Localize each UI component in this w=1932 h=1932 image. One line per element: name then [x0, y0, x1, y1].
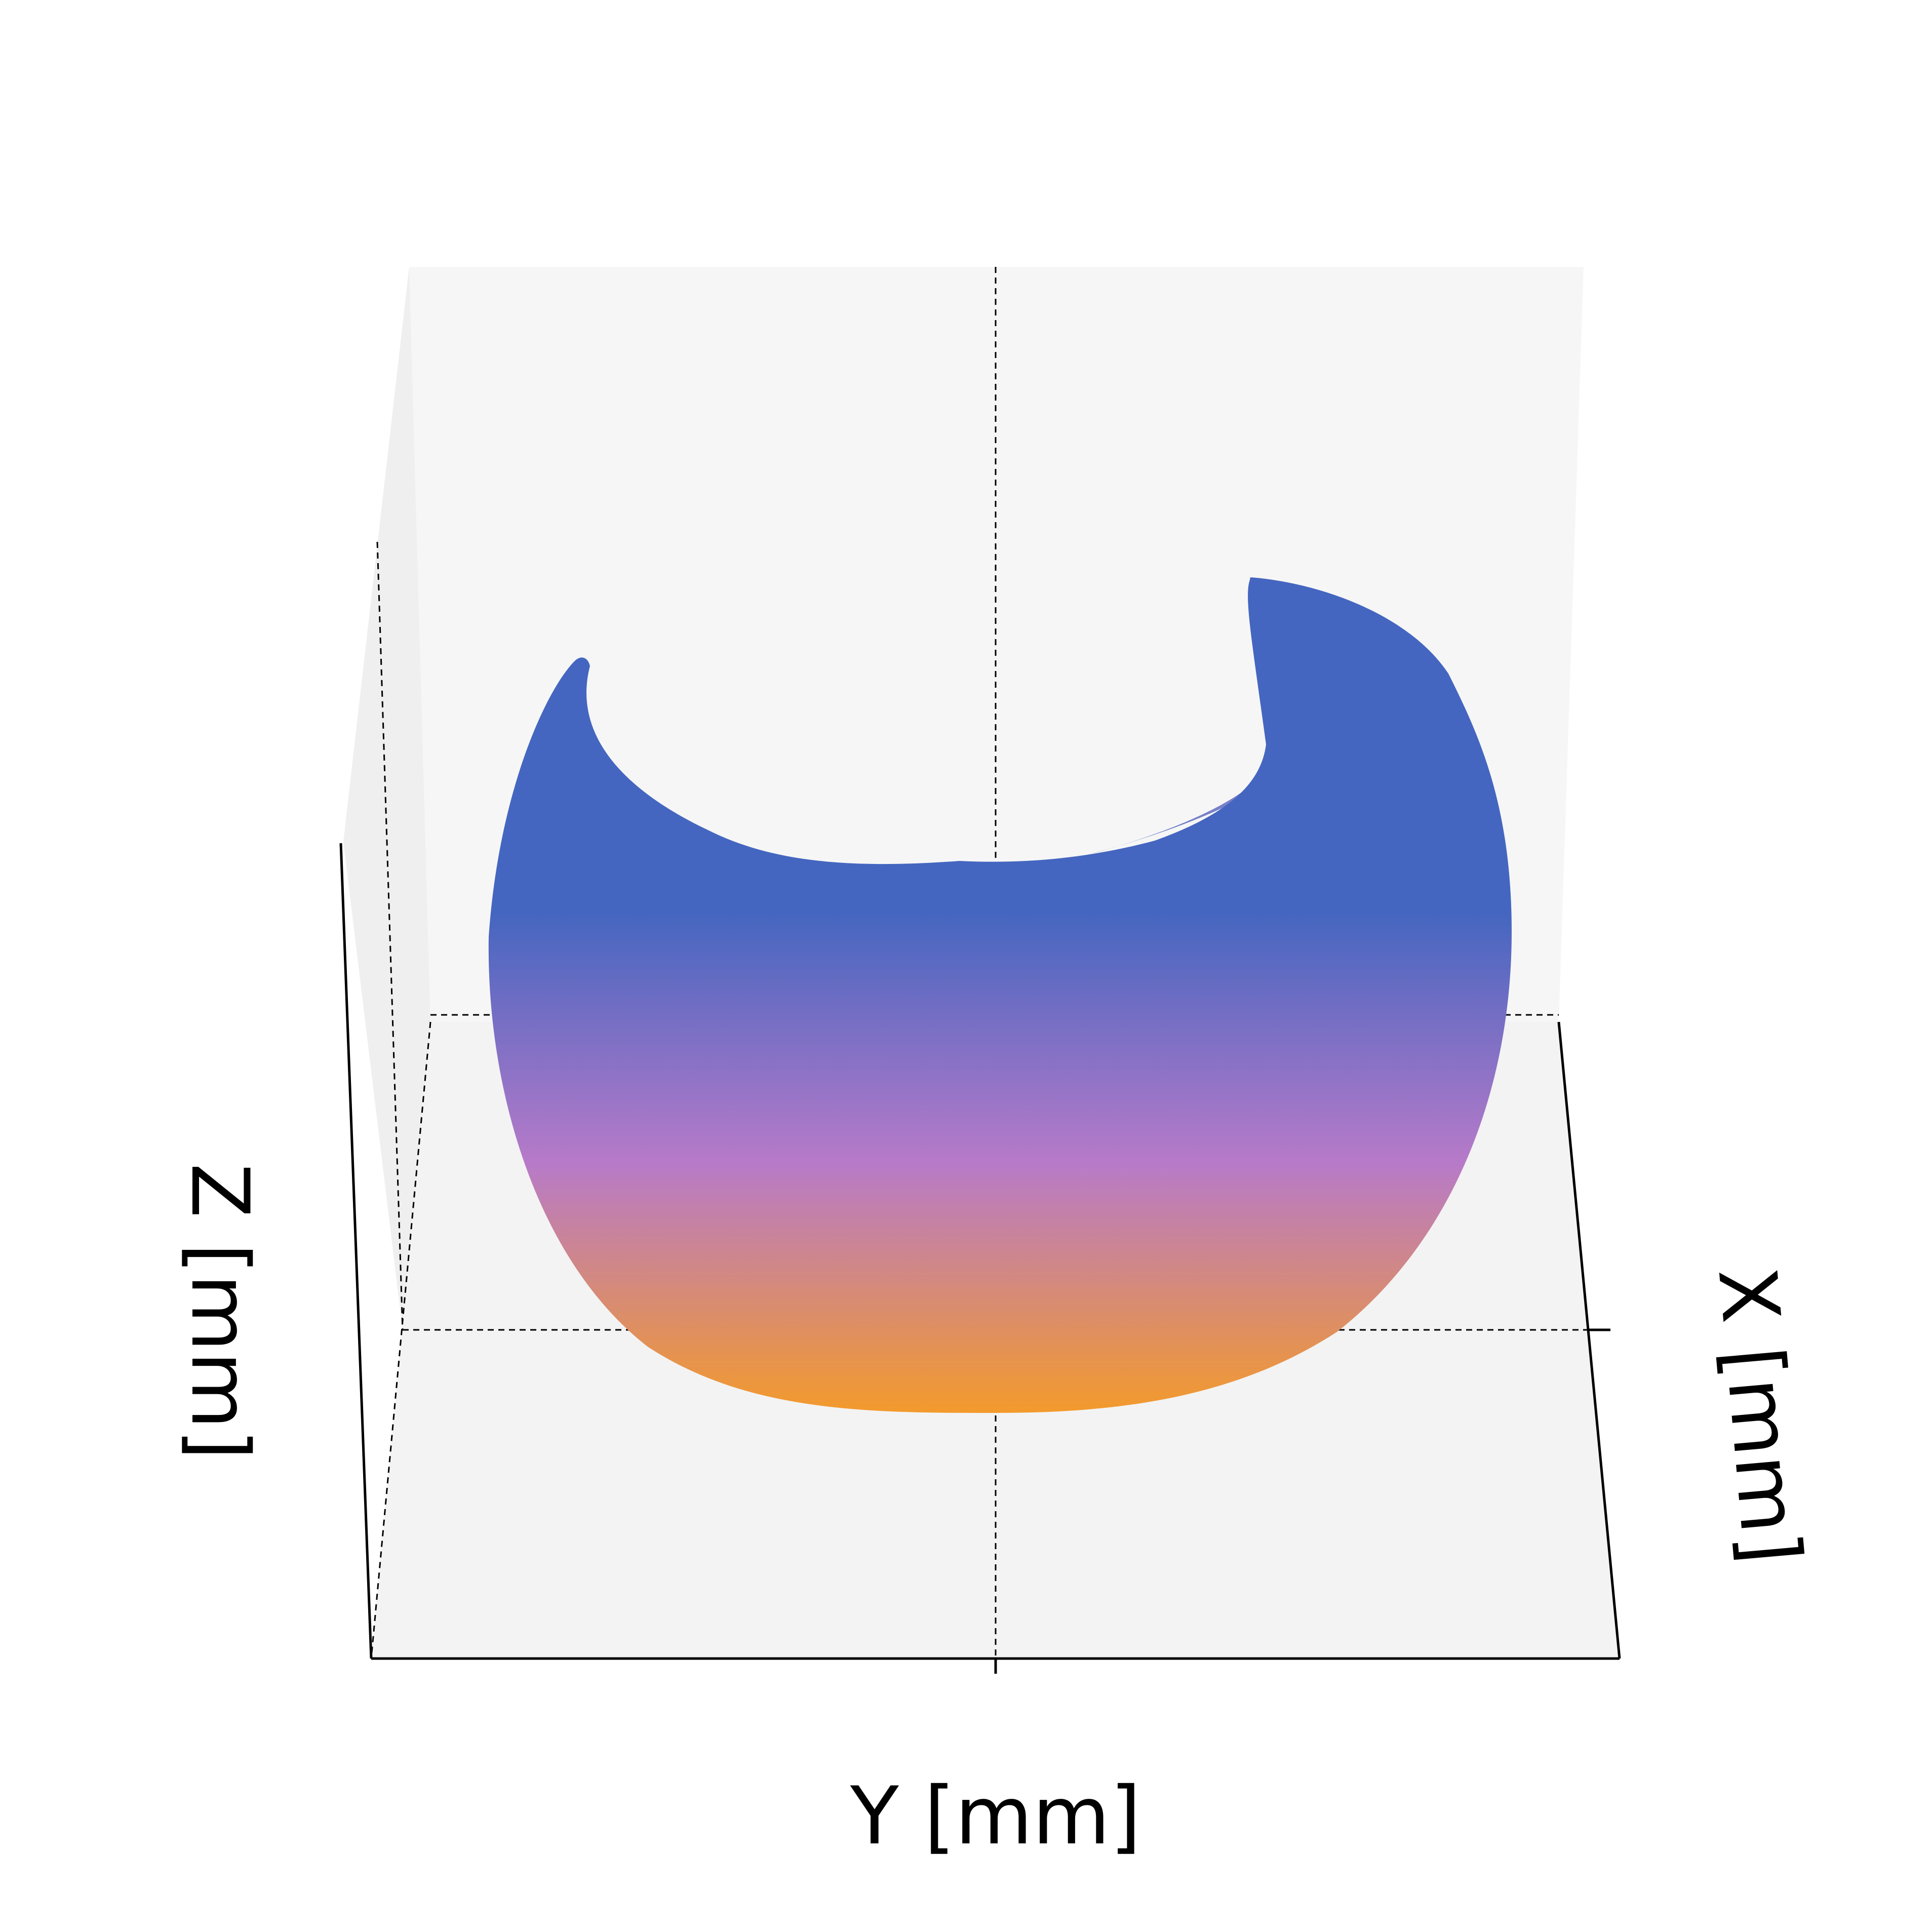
z-axis-line	[339, 843, 373, 1659]
left-pane	[343, 267, 430, 1330]
x-axis-label: X [mm]	[1700, 1264, 1818, 1568]
data-series-shell	[488, 577, 1512, 1413]
grid-line-left-lower	[370, 1021, 431, 1659]
x-axis-line	[1557, 1021, 1621, 1659]
shell-surface	[488, 577, 1512, 1413]
axis-lines	[339, 843, 1621, 1674]
z-axis-label: Z [mm]	[173, 1163, 266, 1460]
y-axis-label: Y [mm]	[850, 1770, 1141, 1863]
grid-line-left-upper	[376, 541, 404, 1330]
